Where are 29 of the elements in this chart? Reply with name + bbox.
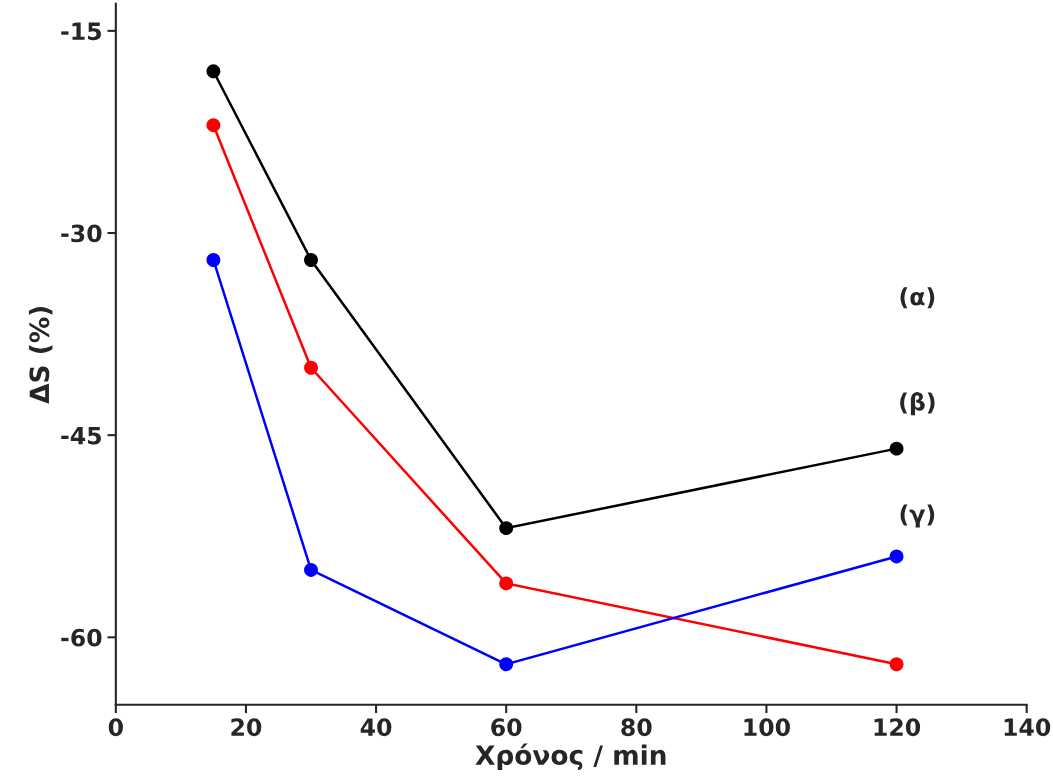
point [206, 118, 221, 133]
x-tick-label: 120 [874, 718, 921, 737]
x-tick-label: 40 [360, 718, 392, 737]
point [499, 657, 514, 672]
y-tick-label: -15 [61, 22, 101, 41]
point [499, 576, 514, 591]
x-tick-label: 0 [108, 718, 123, 737]
point [889, 549, 904, 564]
annotation: (γ) [900, 504, 935, 528]
y-tick-label: -30 [61, 224, 102, 243]
point [889, 441, 904, 456]
x-axis-title: Χρόνος / min [475, 743, 666, 771]
point [206, 253, 221, 267]
point [499, 521, 514, 536]
annotation: (α) [900, 287, 935, 309]
point [889, 657, 904, 672]
x-tick-label: 140 [1004, 718, 1051, 737]
y-tick-label: -45 [61, 426, 101, 445]
point [304, 562, 318, 577]
x-tick-label: 20 [231, 718, 262, 737]
y-axis-title: ΔS (%) [28, 306, 53, 404]
point [206, 64, 221, 79]
y-tick-label: -60 [61, 628, 102, 647]
x-tick-label: 80 [621, 718, 652, 737]
x-tick-label: 100 [744, 718, 790, 737]
annotation: (β) [900, 392, 935, 416]
point [304, 253, 318, 267]
x-tick-label: 60 [491, 718, 522, 737]
point [304, 360, 318, 375]
